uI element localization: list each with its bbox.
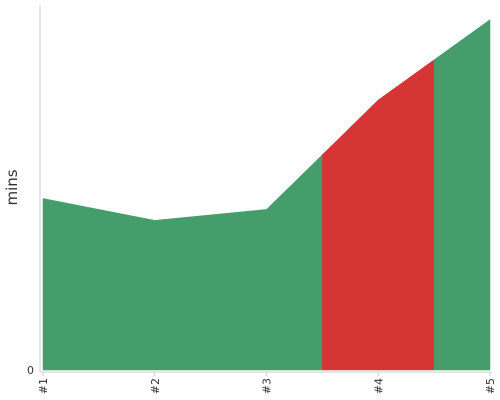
x-tick-label: #2 [149,378,162,394]
x-tick-group: #1 #2 #3 #4 #5 [37,372,497,394]
area-segment-2 [322,59,435,371]
x-tick-label: #1 [37,378,50,394]
area-segment-3 [433,19,491,371]
area-layer [42,19,491,371]
y-axis-title: mins [3,169,21,205]
x-tick-label: #3 [261,378,274,394]
y-tick-group: 0 [27,364,34,377]
x-tick-label: #5 [484,378,497,394]
area-segment-1 [42,154,323,371]
x-tick-label: #4 [372,378,385,394]
y-tick-label: 0 [27,364,34,377]
